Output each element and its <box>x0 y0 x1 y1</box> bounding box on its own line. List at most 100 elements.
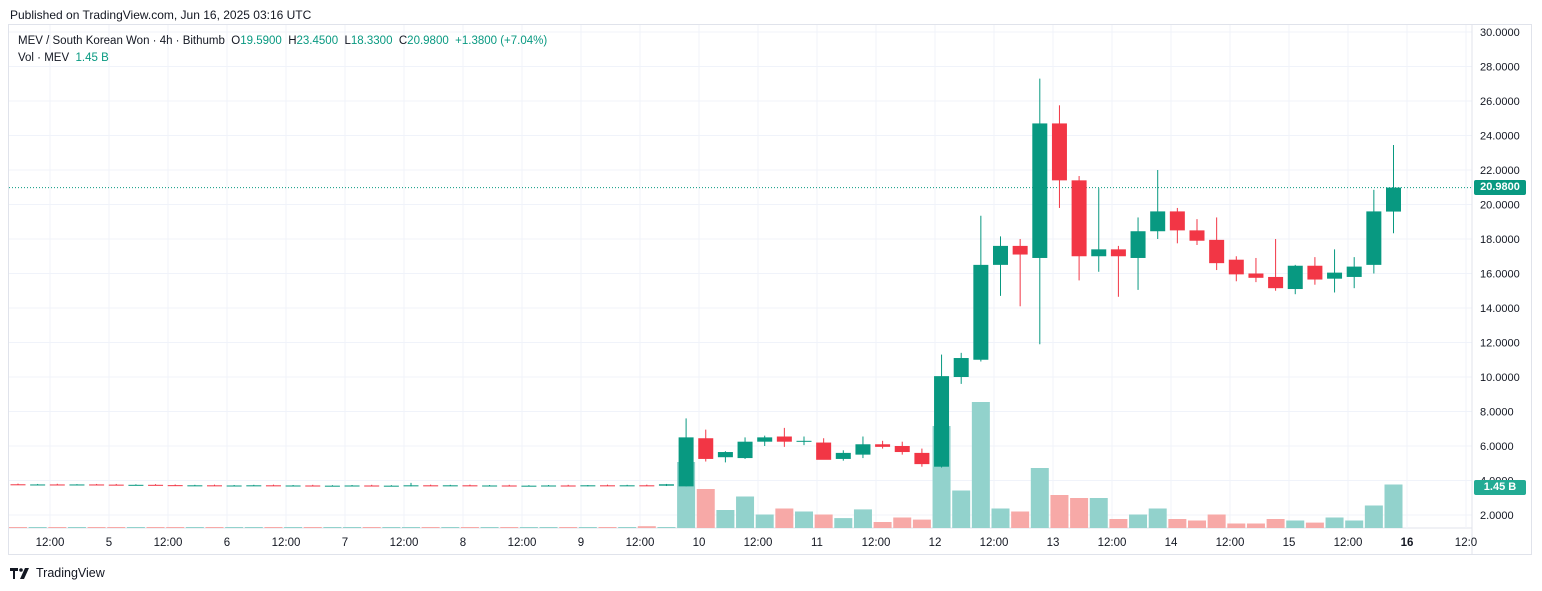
candle-body <box>383 485 399 487</box>
volume-label[interactable]: Vol · MEV <box>18 52 70 64</box>
volume-bar <box>519 527 538 528</box>
candle-body <box>855 444 871 455</box>
y-tick-label: 14.0000 <box>1480 303 1520 315</box>
candle-body <box>344 485 360 487</box>
brand-label: TradingView <box>36 566 105 580</box>
candle-body <box>442 485 458 487</box>
volume-bar <box>598 527 617 528</box>
candle-body <box>89 484 105 486</box>
volume-bar <box>873 522 892 528</box>
candle-body <box>934 376 950 467</box>
volume-bar <box>618 527 637 528</box>
volume-bar <box>795 511 813 528</box>
volume-bar <box>1168 519 1187 528</box>
volume-bar <box>28 527 47 528</box>
candle-body <box>226 485 242 487</box>
candle-body <box>1130 231 1146 258</box>
volume-bar <box>362 527 381 528</box>
tradingview-brand[interactable]: TradingView <box>10 566 105 580</box>
candle-body <box>1051 123 1067 181</box>
tradingview-logo-icon <box>10 567 29 579</box>
x-tick-label: 12:00 <box>744 537 773 549</box>
candle-body <box>167 485 183 487</box>
candle-body <box>1110 249 1126 257</box>
y-tick-label: 6.0000 <box>1480 441 1514 453</box>
volume-bar <box>559 527 578 528</box>
candle-body <box>1032 123 1048 258</box>
symbol-label[interactable]: MEV / South Korean Won · 4h · Bithumb <box>18 35 225 47</box>
x-tick-label: 12:00 <box>980 537 1009 549</box>
candle-body <box>128 484 144 486</box>
candle-body <box>187 485 203 487</box>
candle-body <box>30 484 46 486</box>
chart-legend: MEV / South Korean Won · 4h · Bithumb O1… <box>18 35 547 47</box>
candle-body <box>580 485 596 487</box>
candle-body <box>619 485 635 487</box>
volume-bar <box>323 527 342 528</box>
y-tick-label: 18.0000 <box>1480 234 1520 246</box>
volume-bar <box>460 527 479 528</box>
volume-bar <box>205 527 224 528</box>
volume-bar <box>1305 522 1324 528</box>
x-tick-label: 12:00 <box>154 537 183 549</box>
candle-body <box>757 437 773 442</box>
x-tick-label: 12:00 <box>862 537 891 549</box>
volume-bar <box>1148 508 1167 528</box>
candle-body <box>1346 266 1362 277</box>
candle-body <box>737 441 753 459</box>
volume-bar <box>1109 519 1128 528</box>
x-tick-label: 5 <box>106 537 112 549</box>
volume-bar <box>1188 520 1206 528</box>
candle-body <box>285 485 301 487</box>
x-tick-label: 12:00 <box>1098 537 1127 549</box>
volume-tag: 1.45 B <box>1474 479 1526 495</box>
volume-bar <box>578 527 597 528</box>
candle-body <box>482 485 498 487</box>
volume-bar <box>1325 517 1344 528</box>
volume-bar <box>539 527 558 528</box>
volume-bar <box>402 527 420 528</box>
x-tick-label: 7 <box>342 537 348 549</box>
volume-bar <box>696 489 715 528</box>
volume-bar <box>107 527 126 528</box>
x-tick-label: 8 <box>460 537 466 549</box>
y-tick-label: 20.0000 <box>1480 200 1520 212</box>
candle-body <box>639 485 655 487</box>
x-tick-label: 10 <box>693 537 706 549</box>
candle-body <box>658 484 674 486</box>
candle-body <box>560 485 576 487</box>
volume-bar <box>303 527 322 528</box>
chart-frame <box>8 24 1532 555</box>
volume-bar <box>264 527 283 528</box>
volume-bar <box>1070 498 1089 528</box>
candle-body <box>973 264 989 360</box>
open-value: 19.5900 <box>240 35 282 47</box>
volume-bar <box>1286 520 1305 528</box>
candles <box>10 78 1401 487</box>
candle-body <box>207 485 222 487</box>
candle-body <box>148 484 164 486</box>
y-tick-label: 22.0000 <box>1480 165 1520 177</box>
candle-body <box>265 485 281 487</box>
volume-bar <box>441 527 460 528</box>
x-tick-label: 12:00 <box>1216 537 1245 549</box>
volume-bar <box>225 527 244 528</box>
y-tick-label: 24.0000 <box>1480 131 1520 143</box>
candle-body <box>1189 230 1205 241</box>
x-tick-label: 9 <box>578 537 584 549</box>
volume-bar <box>1089 498 1108 528</box>
x-tick-label: 13 <box>1047 537 1060 549</box>
time-axis: 12:00 5 12:00 6 12:00 7 12:00 8 12:00 9 12:00 10 12:… <box>36 537 1478 549</box>
close-value: 20.9800 <box>407 35 449 47</box>
candle-body <box>403 485 419 487</box>
volume-bar <box>343 527 362 528</box>
candle-body <box>1209 239 1225 264</box>
candle-body <box>69 484 85 486</box>
volume-bar <box>1011 511 1030 528</box>
candle-body <box>1307 265 1323 280</box>
candle-body <box>796 440 812 442</box>
x-tick-label: 12:00 <box>1334 537 1363 549</box>
x-tick-label: 6 <box>224 537 230 549</box>
volume-bar <box>834 518 853 528</box>
